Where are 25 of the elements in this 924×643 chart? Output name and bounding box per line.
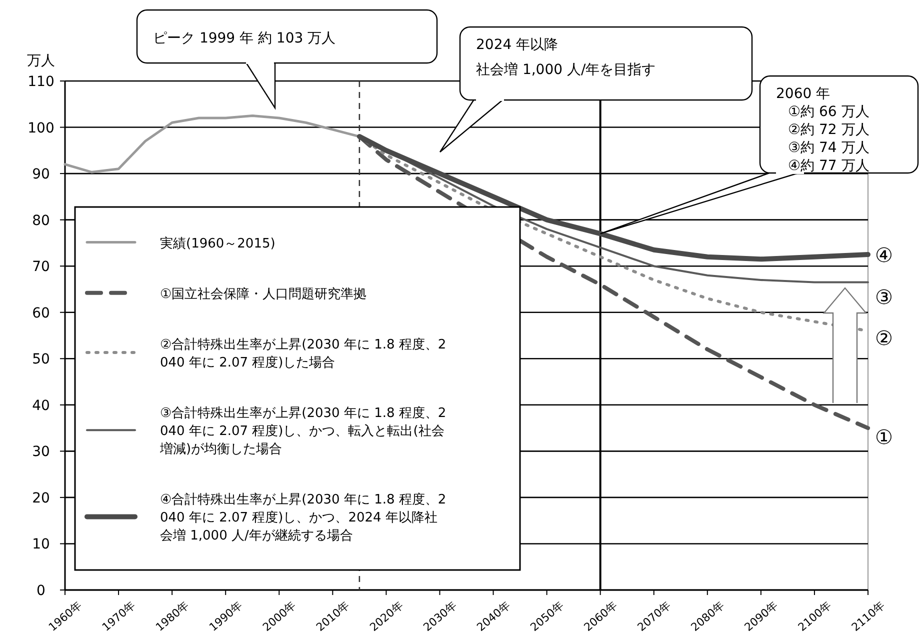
y-tick-label: 60 <box>32 305 50 322</box>
y-tick-label: 80 <box>32 212 50 229</box>
text: ピーク 1999 年 約 103 万人 <box>153 30 336 46</box>
legend-label: ①国立社会保障・人口問題研究準拠 <box>160 286 367 302</box>
legend-label: 実績(1960～2015) <box>160 235 276 252</box>
y-tick-label: 0 <box>36 583 46 599</box>
y-tick-label: 30 <box>32 444 50 460</box>
y-tick-label: 110 <box>28 74 54 90</box>
text: ③ <box>875 285 893 309</box>
y-tick-label: 50 <box>32 352 50 368</box>
y-axis-title: 万人 <box>27 53 55 69</box>
y-tick-label: 40 <box>32 398 50 414</box>
legend-label: ②合計特殊出生率が上昇(2030 年に 1.8 程度、2040 年に 2.07 程度)した場合 <box>160 336 446 370</box>
text: ④ <box>875 243 893 267</box>
y-tick-label: 90 <box>32 166 50 183</box>
legend-label: ③合計特殊出生率が上昇(2030 年に 1.8 程度、2040 年に 2.07 程度)し、かつ、転入と転出(社会増減)が均衡した場合 <box>159 405 446 458</box>
y-tick-label: 100 <box>28 120 54 136</box>
y-tick-label: 10 <box>32 536 50 553</box>
text: ② <box>875 326 893 350</box>
y-tick-label: 20 <box>32 490 50 506</box>
y-tick-label: 70 <box>32 259 50 276</box>
text: 2024 年以降社会増 1,000 人/年を目指す <box>476 37 656 78</box>
annotation: 2060 年①約 66 万人②約 72 万人③約 74 万人④約 77 万人 <box>776 86 870 174</box>
text: ① <box>875 425 893 449</box>
legend-label: ④合計特殊出生率が上昇(2030 年に 1.8 程度、2040 年に 2.07 程度)し、かつ、2024 年以降社会増 1,000 人/年が継続する場合 <box>160 492 446 544</box>
